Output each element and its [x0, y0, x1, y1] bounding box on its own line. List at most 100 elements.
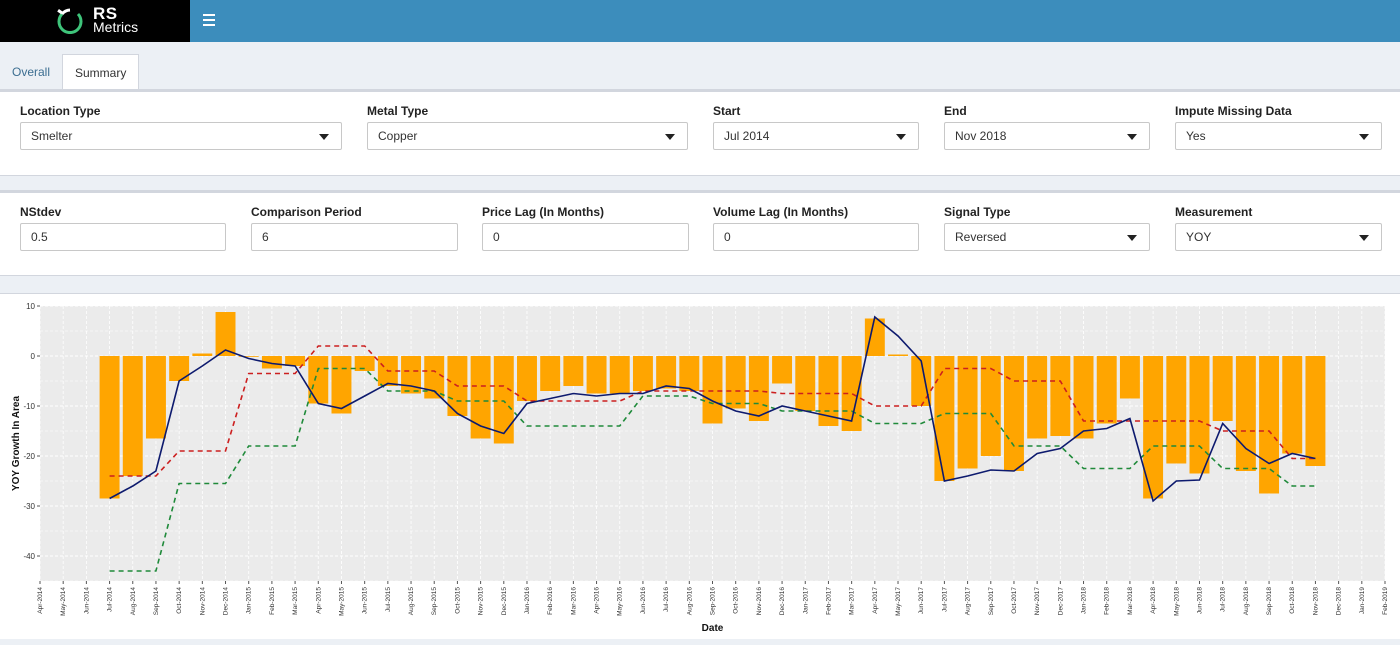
x-tick-label: Apr-2018 [1150, 587, 1157, 614]
location-type-select[interactable]: Smelter [20, 122, 342, 150]
measurement-value: YOY [1186, 230, 1212, 244]
x-tick-label: Jul-2018 [1220, 587, 1227, 612]
x-tick-label: Jul-2017 [941, 587, 948, 612]
metal-type-select[interactable]: Copper [367, 122, 688, 150]
y-tick-label: -20 [23, 452, 35, 461]
bar [1096, 356, 1117, 424]
yoy-growth-chart: 10 0 -10 -20 -30 -40 Apr-2014 May-2014 Jun-2014… [11, 302, 1389, 634]
location-type-value: Smelter [31, 129, 73, 143]
start-value: Jul 2014 [724, 129, 770, 143]
x-tick-label: Oct-2015 [454, 587, 461, 614]
bar [285, 356, 306, 366]
nstdev-input[interactable]: 0.5 [20, 223, 226, 251]
bar [517, 356, 537, 401]
x-tick-label: Nov-2015 [478, 587, 485, 616]
bar [261, 356, 282, 369]
y-axis-title: YOY Growth In Area [11, 396, 22, 491]
caret-down-icon [1359, 134, 1369, 140]
bar [818, 356, 839, 426]
x-tick-label: Jan-2015 [246, 587, 253, 614]
x-tick-label: Nov-2018 [1312, 587, 1319, 616]
hamburger-menu-icon[interactable] [203, 14, 215, 26]
x-tick-label: Dec-2016 [779, 587, 786, 616]
caret-down-icon [319, 134, 329, 140]
bar [331, 356, 352, 414]
bar [679, 356, 700, 391]
x-tick-label: Mar-2018 [1127, 587, 1134, 615]
x-tick-label: Oct-2017 [1011, 587, 1018, 614]
navy-series-line [109, 315, 1316, 503]
measurement-select[interactable]: YOY [1175, 223, 1382, 251]
x-tick-label: Aug-2017 [965, 587, 972, 616]
bar [656, 356, 677, 389]
bar [470, 356, 491, 439]
x-tick-label: Jan-2017 [802, 587, 809, 614]
bar [1282, 356, 1303, 454]
nstdev-label: NStdev [20, 205, 62, 219]
x-tick-label: Apr-2017 [872, 587, 879, 614]
measurement-label: Measurement [1175, 205, 1253, 219]
tab-summary[interactable]: Summary [62, 54, 140, 90]
bar [772, 356, 793, 384]
bar [957, 356, 978, 469]
brand-name-line2: Metrics [93, 19, 139, 35]
x-tick-label: Aug-2015 [408, 587, 415, 616]
caret-down-icon [896, 134, 906, 140]
bar [1305, 356, 1326, 466]
bar [980, 356, 1001, 456]
comparison-period-input[interactable]: 6 [251, 223, 458, 251]
bar [99, 356, 120, 499]
bar [169, 356, 190, 381]
y-tick-label: -40 [23, 552, 35, 561]
x-axis-title: Date [702, 623, 724, 634]
x-tick-label: Sep-2017 [988, 587, 995, 616]
volume-lag-input[interactable]: 0 [713, 223, 919, 251]
x-tick-label: May-2018 [1173, 587, 1180, 616]
bar [632, 356, 653, 391]
volume-lag-label: Volume Lag (In Months) [713, 205, 849, 219]
signal-type-value: Reversed [955, 230, 1007, 244]
x-tick-label: Jun-2016 [640, 587, 647, 614]
impute-label: Impute Missing Data [1175, 104, 1292, 118]
y-axis: 10 0 -10 -20 -30 -40 [23, 302, 40, 561]
metal-type-label: Metal Type [367, 104, 429, 118]
x-tick-label: Apr-2015 [315, 587, 322, 614]
tab-bar: Overall Summary [0, 54, 1400, 90]
caret-down-icon [1127, 235, 1137, 241]
brand-logo[interactable]: RS Metrics [0, 0, 190, 42]
bar [192, 353, 213, 356]
lines-layer [109, 315, 1316, 572]
x-tick-label: Sep-2016 [710, 587, 717, 616]
brand-name-line1: RS [93, 4, 118, 23]
x-tick-label: Aug-2018 [1243, 587, 1250, 616]
start-select[interactable]: Jul 2014 [713, 122, 919, 150]
bar [1143, 356, 1164, 499]
x-tick-label: Dec-2018 [1336, 587, 1343, 616]
x-tick-label: May-2015 [338, 587, 345, 616]
impute-select[interactable]: Yes [1175, 122, 1382, 150]
x-tick-label: May-2016 [617, 587, 624, 616]
bar [1003, 356, 1024, 471]
caret-down-icon [1359, 235, 1369, 241]
bar [145, 356, 166, 439]
bars-layer [99, 312, 1326, 499]
bar [540, 356, 561, 391]
bar [1212, 356, 1233, 421]
x-tick-label: Mar-2017 [849, 587, 856, 615]
comparison-period-label: Comparison Period [251, 205, 362, 219]
x-axis: Apr-2014 May-2014 Jun-2014 Jul-2014 Aug-2014… [37, 581, 1389, 616]
tab-overall[interactable]: Overall [12, 65, 51, 79]
bar [215, 312, 236, 356]
x-tick-label: Jun-2015 [362, 587, 369, 614]
filter-panel: Location Type Smelter Metal Type Copper … [0, 89, 1400, 176]
price-lag-input[interactable]: 0 [482, 223, 689, 251]
x-tick-label: Jan-2018 [1081, 587, 1088, 614]
caret-down-icon [665, 134, 675, 140]
x-tick-label: Jan-2019 [1359, 587, 1366, 614]
x-tick-label: Jul-2015 [385, 587, 392, 612]
x-tick-label: Jul-2016 [663, 587, 670, 612]
y-tick-label: 0 [31, 352, 36, 361]
x-tick-label: Mar-2016 [570, 587, 577, 615]
end-select[interactable]: Nov 2018 [944, 122, 1150, 150]
signal-type-select[interactable]: Reversed [944, 223, 1150, 251]
